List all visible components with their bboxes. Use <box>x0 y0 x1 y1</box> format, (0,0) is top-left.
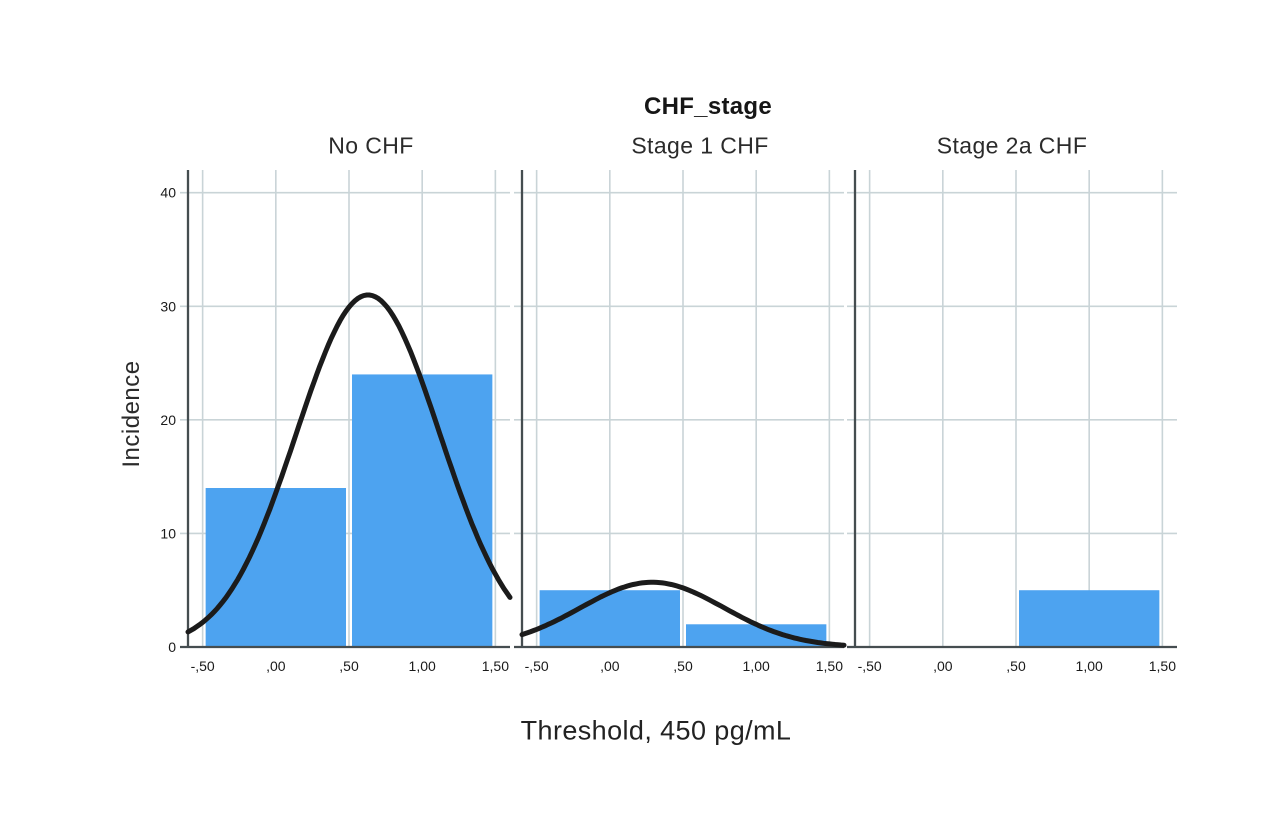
x-tick-label: 1,00 <box>1076 658 1103 674</box>
x-tick-label: 1,50 <box>1149 658 1176 674</box>
normal-curve <box>185 292 513 635</box>
x-tick-label: 1,00 <box>409 658 436 674</box>
panel-title-stage1-chf: Stage 1 CHF <box>631 132 769 159</box>
x-tick-label: 1,50 <box>816 658 843 674</box>
x-tick-label: ,00 <box>266 658 286 674</box>
y-tick-label: 0 <box>168 639 176 655</box>
x-tick-label: ,00 <box>933 658 953 674</box>
x-tick-label: -,50 <box>525 658 549 674</box>
x-tick-label: 1,50 <box>482 658 509 674</box>
y-tick-label: 40 <box>160 185 176 201</box>
x-tick-label: ,50 <box>1006 658 1026 674</box>
x-tick-label: ,50 <box>673 658 693 674</box>
x-axis-title: Threshold, 450 pg/mL <box>520 715 792 746</box>
y-tick-label: 10 <box>160 525 176 541</box>
histogram-bar <box>352 374 493 647</box>
x-tick-label: -,50 <box>858 658 882 674</box>
normal-curve <box>519 579 847 648</box>
y-tick-label: 30 <box>160 298 176 314</box>
x-tick-label: ,00 <box>600 658 620 674</box>
panel-title-no-chf: No CHF <box>328 132 414 159</box>
x-tick-label: 1,00 <box>743 658 770 674</box>
histogram-bar <box>1019 590 1160 647</box>
y-tick-label: 20 <box>160 412 176 428</box>
histogram-bar <box>686 624 827 647</box>
x-tick-label: ,50 <box>339 658 359 674</box>
chart-title: CHF_stage <box>643 93 773 120</box>
panel-title-stage2a-chf: Stage 2a CHF <box>936 132 1088 159</box>
x-tick-label: -,50 <box>191 658 215 674</box>
histogram-bar <box>205 488 346 647</box>
